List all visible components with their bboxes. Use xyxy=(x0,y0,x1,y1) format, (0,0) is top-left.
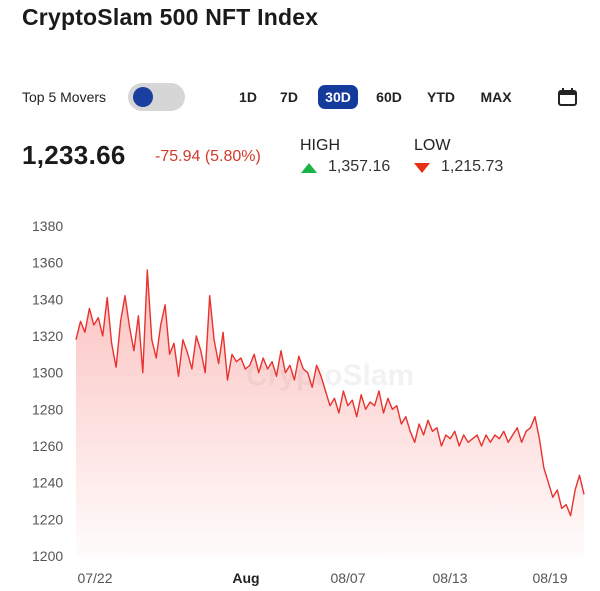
tab-30d[interactable]: 30D xyxy=(318,85,358,109)
y-tick-label: 1200 xyxy=(32,548,63,564)
high-label: HIGH xyxy=(300,137,340,154)
series-line xyxy=(75,269,585,517)
x-axis: 07/22 Aug 08/07 08/13 08/19 xyxy=(77,570,567,586)
x-tick-label: 08/13 xyxy=(432,570,467,586)
low-value: 1,215.73 xyxy=(441,158,504,175)
tab-7d[interactable]: 7D xyxy=(280,89,298,105)
tab-ytd[interactable]: YTD xyxy=(427,89,455,105)
up-arrow-icon xyxy=(301,163,317,173)
y-tick-label: 1320 xyxy=(32,328,63,344)
x-tick-label: 07/22 xyxy=(77,570,112,586)
x-tick-label: 08/07 xyxy=(330,570,365,586)
top-movers-toggle[interactable] xyxy=(128,83,185,111)
controls-bar: Top 5 Movers 1D 7D 30D 60D YTD MAX xyxy=(22,82,578,114)
tab-1d[interactable]: 1D xyxy=(239,89,257,105)
top-movers-label: Top 5 Movers xyxy=(22,89,107,105)
y-tick-label: 1260 xyxy=(32,438,63,454)
y-tick-label: 1240 xyxy=(32,475,63,491)
page-title: CryptoSlam 500 NFT Index xyxy=(22,4,319,30)
low-label: LOW xyxy=(414,137,451,154)
y-tick-label: 1340 xyxy=(32,291,63,307)
plot-area xyxy=(75,269,585,556)
area-fill xyxy=(76,270,584,556)
tab-max[interactable]: MAX xyxy=(480,89,512,105)
down-arrow-icon xyxy=(414,163,430,173)
y-tick-label: 1280 xyxy=(32,401,63,417)
x-tick-label: 08/19 xyxy=(532,570,567,586)
y-tick-label: 1220 xyxy=(32,511,63,527)
tab-60d[interactable]: 60D xyxy=(376,89,402,105)
index-change: -75.94 (5.80%) xyxy=(155,148,261,165)
x-tick-label: Aug xyxy=(232,570,259,586)
index-value: 1,233.66 xyxy=(22,140,126,170)
toggle-knob xyxy=(133,87,153,107)
y-tick-label: 1360 xyxy=(32,255,63,271)
y-tick-label: 1380 xyxy=(32,218,63,234)
high-value: 1,357.16 xyxy=(328,158,391,175)
y-axis: 1200 1220 1240 1260 1280 1300 1320 1340 1360 1380 xyxy=(32,218,63,564)
y-tick-label: 1300 xyxy=(32,365,63,381)
index-chart[interactable]: CryptoSlam 12001220124012601280130013201… xyxy=(0,200,600,591)
calendar-icon[interactable] xyxy=(558,88,577,106)
